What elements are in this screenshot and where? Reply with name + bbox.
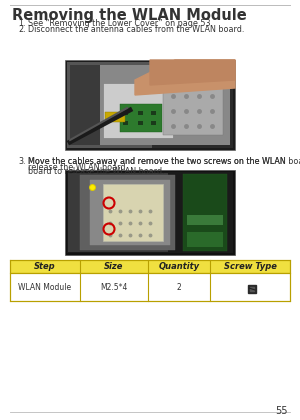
FancyBboxPatch shape [67,62,152,148]
Text: release the WLAN board.: release the WLAN board. [28,163,128,172]
FancyBboxPatch shape [67,172,233,253]
FancyBboxPatch shape [123,121,128,125]
FancyBboxPatch shape [90,180,170,245]
FancyBboxPatch shape [183,174,227,251]
FancyBboxPatch shape [67,62,233,148]
Text: 3.: 3. [18,157,26,166]
Text: Move the cables away and remove the two screws on the WLAN board to release the : Move the cables away and remove the two … [28,157,286,176]
FancyBboxPatch shape [187,215,223,225]
FancyBboxPatch shape [138,121,143,125]
Text: WLAN Module: WLAN Module [18,283,72,291]
FancyBboxPatch shape [151,111,156,115]
Text: See “Removing the Lower Cover” on page 53.: See “Removing the Lower Cover” on page 5… [28,19,213,28]
Text: Size: Size [104,262,124,271]
Text: Disconnect the antenna cables from the WLAN board.: Disconnect the antenna cables from the W… [28,25,244,34]
Text: Step: Step [34,262,56,271]
FancyBboxPatch shape [103,184,163,241]
FancyBboxPatch shape [65,170,235,255]
Text: Quantity: Quantity [158,262,200,271]
Polygon shape [150,60,235,85]
FancyBboxPatch shape [120,104,162,132]
FancyBboxPatch shape [68,173,168,252]
Text: Screw Type: Screw Type [224,262,276,271]
FancyBboxPatch shape [70,65,100,145]
Text: 2: 2 [177,283,182,291]
FancyBboxPatch shape [70,65,230,145]
FancyBboxPatch shape [151,121,156,125]
Text: M2.5*4: M2.5*4 [100,283,128,291]
Text: Move the cables away and remove the two screws on the WLAN board to: Move the cables away and remove the two … [28,157,300,166]
FancyBboxPatch shape [65,60,235,150]
FancyBboxPatch shape [10,273,290,301]
Polygon shape [135,60,235,95]
Text: 2.: 2. [18,25,26,34]
FancyBboxPatch shape [80,175,175,250]
FancyBboxPatch shape [123,111,128,115]
FancyBboxPatch shape [187,232,223,247]
FancyBboxPatch shape [105,112,125,122]
FancyBboxPatch shape [163,85,223,135]
FancyBboxPatch shape [10,260,290,273]
Text: Removing the WLAN Module: Removing the WLAN Module [12,8,247,23]
FancyBboxPatch shape [103,83,173,138]
FancyBboxPatch shape [138,111,143,115]
Text: 1.: 1. [18,19,26,28]
Text: 55: 55 [275,406,288,416]
